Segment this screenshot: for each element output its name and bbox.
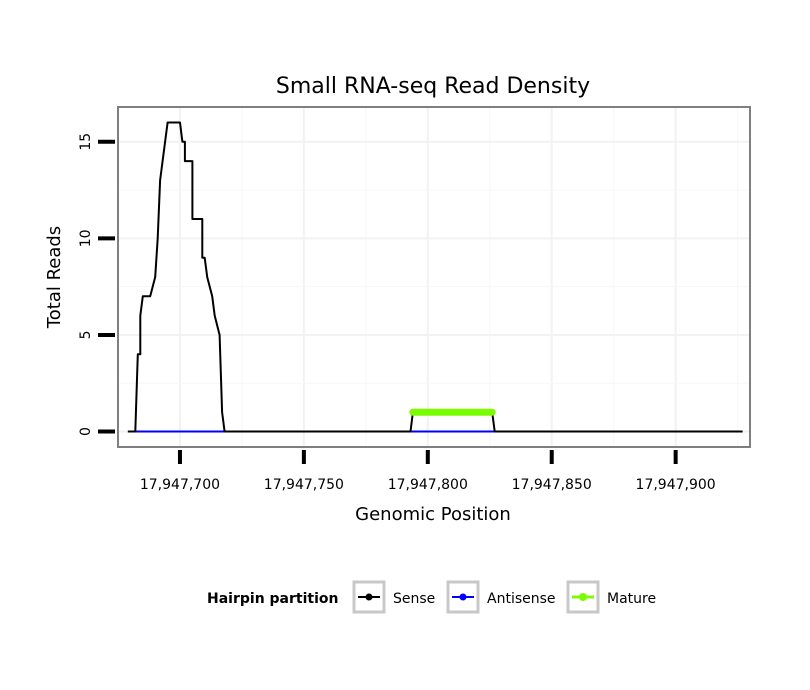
legend-label-mature: Mature xyxy=(607,591,656,607)
x-axis: 17,947,700 17,947,750 17,947,800 17,947,850… xyxy=(140,450,716,493)
y-axis-label: Total Reads xyxy=(44,226,65,329)
legend-title: Hairpin partition xyxy=(207,591,338,607)
x-tick-label: 17,947,700 xyxy=(140,477,220,493)
legend-point-sense xyxy=(365,593,373,601)
x-tick-label: 17,947,850 xyxy=(512,477,592,493)
x-tick-label: 17,947,750 xyxy=(264,477,344,493)
chart-title: Small RNA-seq Read Density xyxy=(276,74,590,99)
x-tick-label: 17,947,800 xyxy=(388,477,468,493)
y-tick-label: 5 xyxy=(78,330,94,339)
legend: Hairpin partition Sense Antisense Mature xyxy=(207,580,656,614)
series-line-sense xyxy=(127,121,743,433)
legend-item-mature: Mature xyxy=(566,580,656,614)
y-tick-label: 0 xyxy=(78,427,94,436)
y-axis: 0 5 10 15 xyxy=(78,133,115,436)
plot-panel-border xyxy=(117,106,751,448)
legend-label-sense: Sense xyxy=(393,591,435,607)
series-layer xyxy=(127,121,743,433)
x-tick-label: 17,947,900 xyxy=(636,477,716,493)
legend-item-antisense: Antisense xyxy=(446,580,556,614)
legend-point-mature xyxy=(579,593,587,601)
y-tick-label: 15 xyxy=(78,133,94,151)
legend-label-antisense: Antisense xyxy=(487,591,556,607)
legend-point-antisense xyxy=(459,593,467,601)
legend-item-sense: Sense xyxy=(352,580,435,614)
x-axis-label: Genomic Position xyxy=(355,504,511,525)
y-tick-label: 10 xyxy=(78,229,94,247)
